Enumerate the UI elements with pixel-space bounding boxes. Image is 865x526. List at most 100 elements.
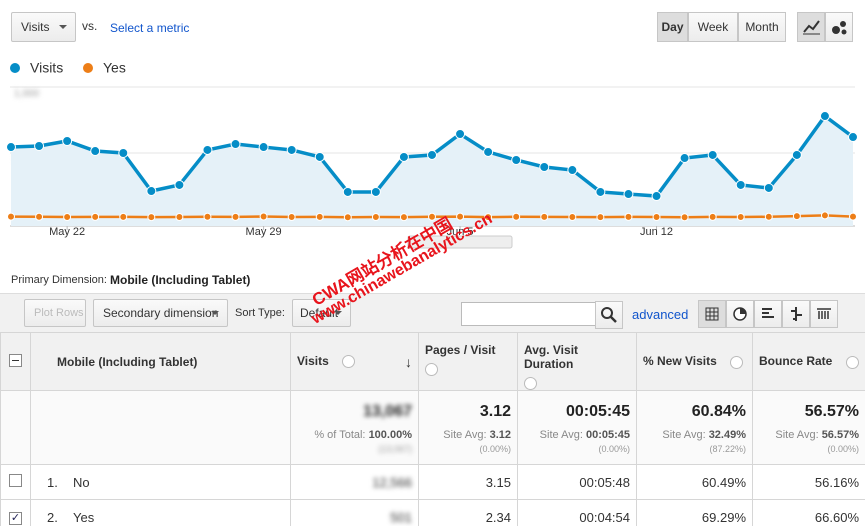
x-tick-label: Jun 12 (640, 226, 673, 238)
search-button[interactable] (595, 301, 623, 329)
empty-cell (30, 390, 291, 465)
cell-value: 56.16% (814, 474, 859, 490)
point (651, 191, 662, 202)
point (512, 212, 521, 221)
point (119, 212, 128, 221)
metric-label: Visits (21, 20, 50, 34)
motion-chart-button[interactable] (825, 12, 853, 42)
comparison-view[interactable] (782, 300, 810, 328)
point (34, 141, 45, 152)
pivot-view[interactable] (810, 300, 838, 328)
table-row: ✓ 2. Yes 501 2.34 00:04:54 69.29% 66.60% (0, 499, 865, 526)
new-visits-header[interactable]: % New Visits (636, 332, 753, 391)
metric-cell: 00:05:48 (517, 464, 637, 500)
site-avg: Site Avg: 32.49% (643, 429, 746, 441)
point (511, 154, 522, 165)
primary-dimension-label: Primary Dimension: (11, 274, 107, 286)
sort-type-dropdown[interactable]: Default (292, 299, 351, 327)
point (764, 212, 773, 221)
select-metric-link[interactable]: Select a metric (110, 21, 190, 35)
period-button[interactable]: Day (657, 12, 688, 42)
cell-value: 3.15 (485, 474, 511, 490)
point (175, 213, 184, 222)
bounce-header[interactable]: Bounce Rate (752, 332, 865, 391)
cell-value: 69.29% (701, 509, 746, 525)
period-button[interactable]: Week (688, 12, 738, 42)
data-table: Mobile (Including Tablet) Visits ↓ Pages… (0, 332, 865, 526)
select-all-checkbox[interactable] (9, 353, 22, 367)
duration-header[interactable]: Avg. Visit Duration (517, 332, 637, 391)
row-name[interactable]: No (73, 474, 90, 490)
metric-cell: 3.15 (418, 464, 518, 500)
bar-view[interactable] (754, 300, 782, 328)
dimension-cell: 2. Yes (30, 499, 291, 526)
sort-arrow: ↓ (405, 353, 412, 370)
point (287, 213, 296, 222)
header-text: Bounce Rate (759, 354, 833, 369)
comparison-icon (791, 307, 802, 321)
point (231, 212, 240, 221)
pages-header[interactable]: Pages / Visit (418, 332, 518, 391)
point (398, 151, 409, 162)
metric-dropdown[interactable]: Visits (11, 12, 76, 42)
row-checkbox[interactable]: ✓ (9, 511, 22, 525)
pie-icon (733, 307, 747, 321)
point (343, 213, 352, 222)
x-tick-label: May 22 (49, 226, 85, 238)
x-tick-label: May 29 (246, 226, 282, 238)
visits-header[interactable]: Visits ↓ (290, 332, 419, 391)
pivot-icon (817, 308, 831, 319)
point (791, 149, 802, 160)
metric-cell: 00:04:54 (517, 499, 637, 526)
dimension-header[interactable]: Mobile (Including Tablet) (30, 332, 291, 391)
header-text: % New Visits (643, 354, 717, 369)
cell-value: 00:04:54 (579, 509, 630, 525)
point (147, 213, 156, 222)
sort-type-value: Default (300, 306, 339, 320)
secondary-dimension-dropdown[interactable]: Secondary dimension (93, 299, 228, 327)
total-cell: 56.57% Site Avg: 56.57% (0.00%) (752, 390, 865, 465)
legend-marker (10, 63, 20, 73)
point (90, 146, 101, 157)
range-slider[interactable] (407, 235, 513, 249)
legend-label: Visits (30, 60, 63, 76)
line-chart-button[interactable] (797, 12, 825, 42)
point (736, 213, 745, 222)
table-view[interactable] (698, 300, 726, 328)
site-avg-value: 00:05:45 (585, 429, 630, 441)
row-name[interactable]: Yes (73, 509, 95, 525)
legend-label: Yes (103, 60, 126, 76)
row-index: 2. (47, 509, 58, 525)
line-icon (803, 20, 820, 35)
point (6, 142, 16, 153)
point (539, 161, 550, 172)
point (230, 139, 241, 150)
point (174, 179, 185, 190)
point (428, 212, 436, 221)
point (202, 144, 213, 155)
point (483, 146, 494, 157)
site-avg-value: 3.12 (489, 429, 511, 441)
point (567, 165, 578, 176)
total-cell: 60.84% Site Avg: 32.49% (87.22%) (636, 390, 753, 465)
point (7, 212, 15, 221)
y-tick-label: 1,000 (14, 89, 39, 100)
cell-value: 66.60% (814, 509, 859, 525)
total-value: 3.12 (479, 403, 511, 420)
advanced-link[interactable]: advanced (632, 307, 689, 322)
metric-cell: 66.60% (752, 499, 865, 526)
point (596, 213, 605, 222)
plot-rows-button[interactable]: Plot Rows (24, 299, 86, 327)
dimension-cell: 1. No (30, 464, 291, 500)
row-checkbox[interactable] (9, 474, 22, 487)
vs-label: vs. (82, 19, 98, 33)
pie-view[interactable] (726, 300, 754, 328)
period-button[interactable]: Month (738, 12, 786, 42)
cell-value: 12,566 (372, 474, 412, 490)
point (707, 149, 718, 160)
point (568, 213, 577, 222)
visits-total: 13,067 % of Total: 100.00% (13,067) (290, 390, 419, 465)
point (146, 186, 157, 197)
search-input[interactable] (461, 302, 597, 326)
